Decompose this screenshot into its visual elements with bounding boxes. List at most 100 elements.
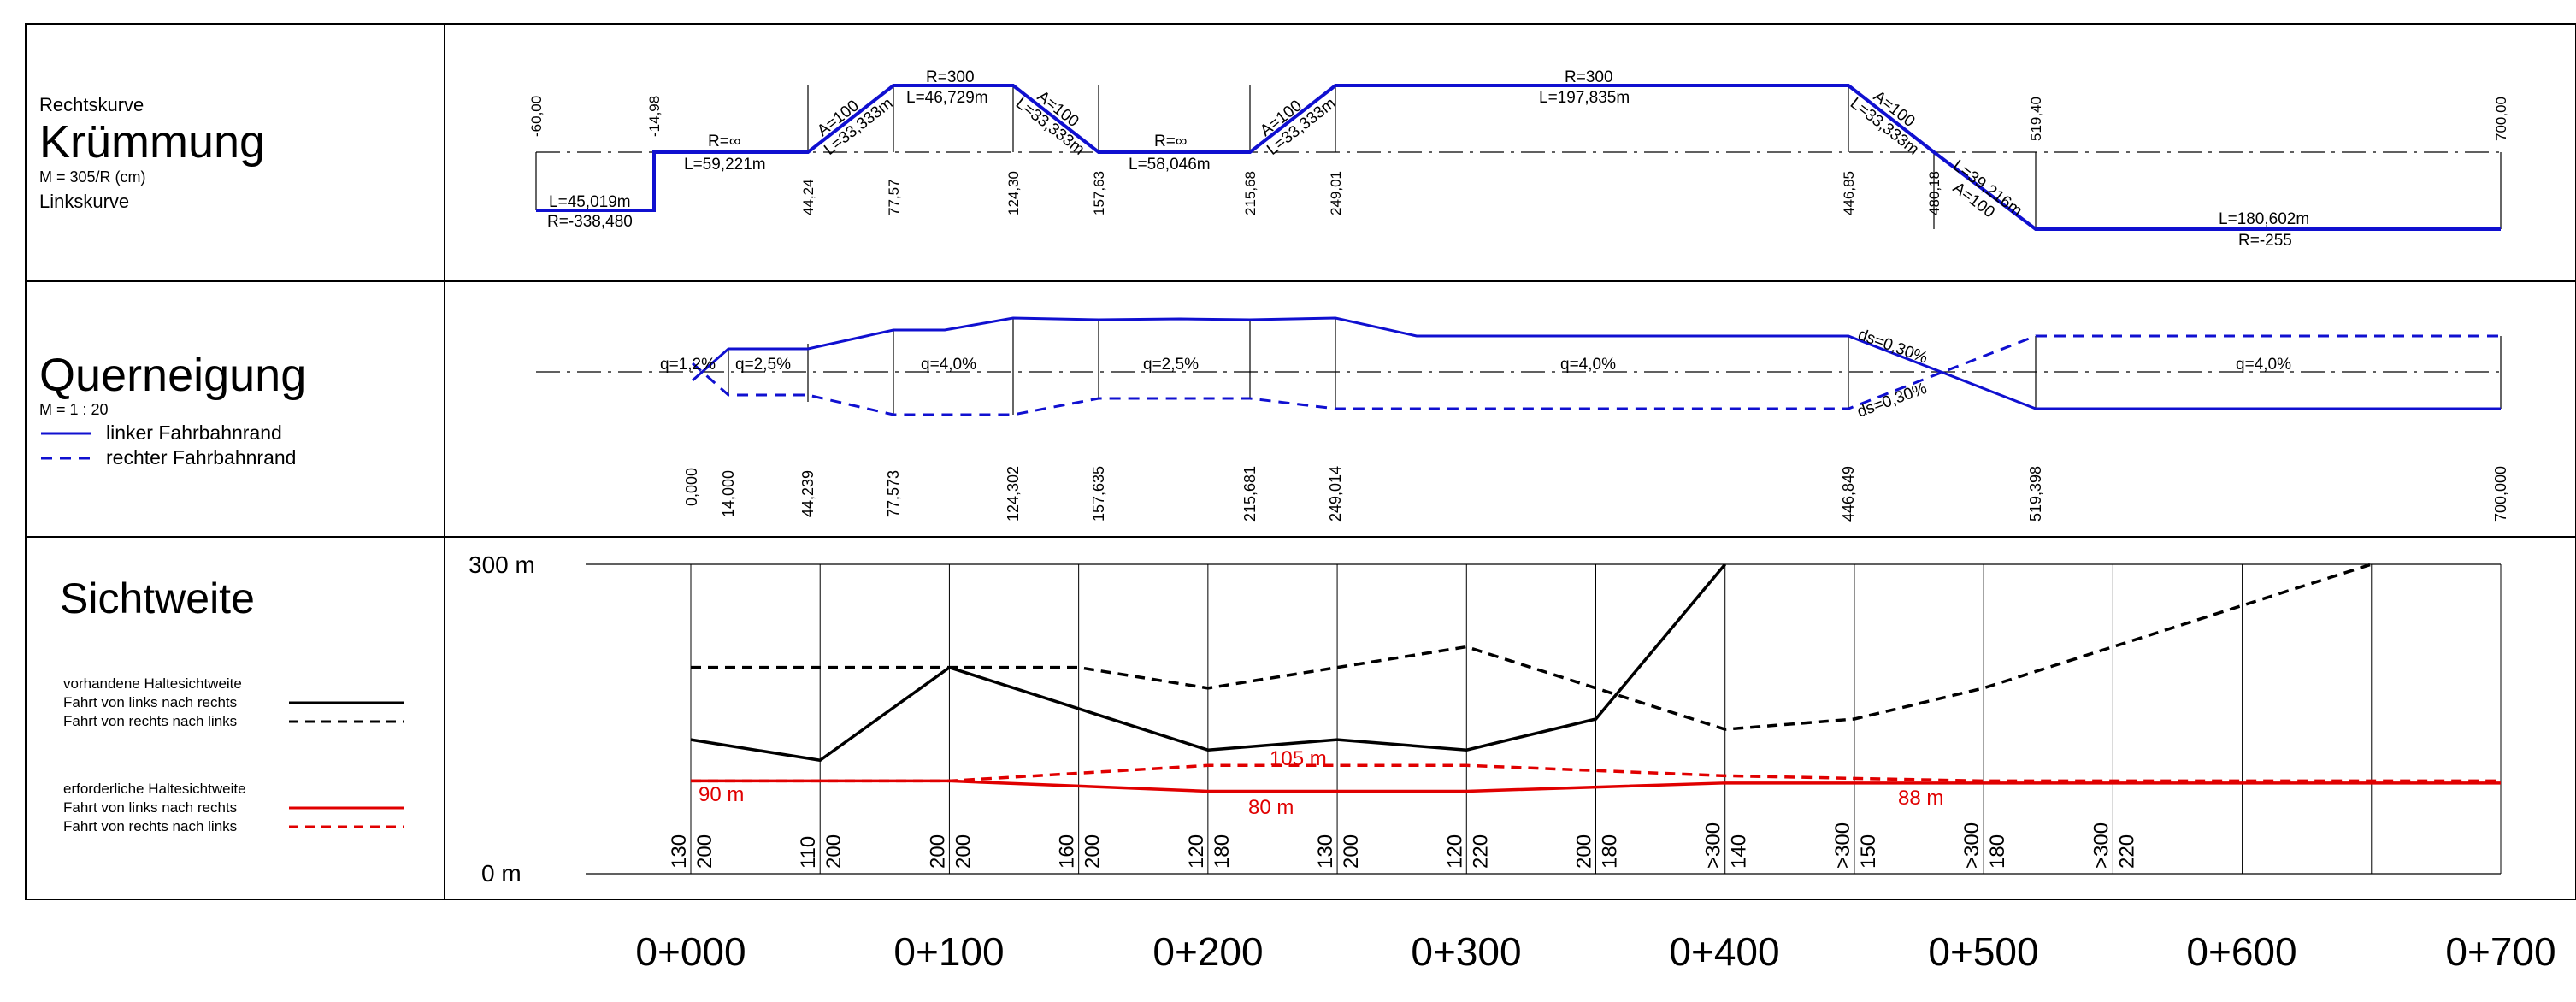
sight-distance-value: 220 <box>2115 834 2138 869</box>
element-radius: R=-338,480 <box>547 213 633 231</box>
sight-distance-value: 200 <box>1340 834 1363 869</box>
legend-linker-label: linker Fahrbahnrand <box>106 421 282 444</box>
sight-distance-value: 120 <box>1443 834 1466 869</box>
querneigung-label-block: Querneigung M = 1 : 20 linker Fahrbahnra… <box>39 350 306 469</box>
legend-heading-erforderliche: erforderliche Haltesichtweite <box>63 781 246 797</box>
querneigung-title: Querneigung <box>39 350 306 401</box>
sight-distance-value: 110 <box>797 836 820 869</box>
sight-distance-value: >300 <box>2090 822 2113 869</box>
element-radius: R=∞ <box>1154 133 1187 150</box>
sight-distance-value: >300 <box>1702 822 1725 869</box>
element-length: L=45,019m <box>549 193 631 211</box>
krummung-station-label: 700,00 <box>2493 97 2509 141</box>
element-radius: R=∞ <box>708 133 740 150</box>
sichtweite-chart: 300 m 0 m 130 200 110 200 200 200 160 200 120 180… <box>469 551 2502 887</box>
slope-label: ds=0,30% <box>1855 380 1930 421</box>
querneigung-station-label: 44,239 <box>799 470 816 517</box>
sight-distance-value: 150 <box>1857 834 1880 869</box>
station-label: 0+000 <box>635 929 746 974</box>
annotation-88m: 88 m <box>1898 787 1943 810</box>
querneigung-scale: M = 1 : 20 <box>39 401 109 418</box>
sichtweite-value-pairs: 130 200 110 200 200 200 160 200 120 180 130 200 120 2… <box>668 822 2138 869</box>
stationing-labels: 0+000 0+100 0+200 0+300 0+400 0+500 0+60… <box>635 929 2555 974</box>
sight-distance-value: 200 <box>1082 834 1105 869</box>
slope-label: q=4,0% <box>1560 356 1616 374</box>
krummung-station-label: 446,85 <box>1841 171 1857 215</box>
series-vorhanden-rtl-line <box>691 563 2373 731</box>
station-label: 0+400 <box>1669 929 1779 974</box>
sight-distance-value: 200 <box>693 834 716 869</box>
element-radius: R=300 <box>1565 68 1613 86</box>
legend-heading-vorhandene: vorhandene Haltesichtweite <box>63 675 242 692</box>
sight-distance-value: 140 <box>1728 834 1751 869</box>
sichtweite-grid <box>586 563 2502 875</box>
sichtweite-annotations: 90 m 105 m 80 m 88 m <box>699 747 1943 819</box>
annotation-90m: 90 m <box>699 783 744 806</box>
krummung-bottom-label: Linkskurve <box>39 191 129 212</box>
krummung-station-labels: -60,00 -14,98 44,24 77,57 124,30 157,63 … <box>528 96 2509 215</box>
station-label: 0+700 <box>2445 929 2555 974</box>
right-edge-dashed-line <box>692 334 2501 416</box>
krummung-label-block: Rechtskurve Krümmung M = 305/R (cm) Link… <box>39 94 265 212</box>
krummung-station-label: 157,63 <box>1091 171 1107 215</box>
series-vorhanden-ltr-line <box>690 563 1727 763</box>
querneigung-station-label: 157,635 <box>1090 466 1107 522</box>
element-length: L=180,602m <box>2219 210 2309 228</box>
slope-label: q=4,0% <box>921 356 976 374</box>
sight-distance-value: 200 <box>926 834 949 869</box>
drawing-frame <box>25 23 2576 900</box>
sight-distance-value: 220 <box>1469 834 1492 869</box>
sight-distance-value: 180 <box>1986 834 2009 869</box>
krummung-station-label: -60,00 <box>528 96 545 137</box>
annotation-105m: 105 m <box>1270 747 1327 770</box>
station-label: 0+300 <box>1411 929 1521 974</box>
element-length: L=197,835m <box>1539 89 1630 107</box>
slope-label: q=4,0% <box>2236 356 2291 374</box>
krummung-scale: M = 305/R (cm) <box>39 168 146 186</box>
krummung-curvature-line <box>536 84 2501 231</box>
legend-item-label: Fahrt von rechts nach links <box>63 713 237 729</box>
legend-item-label: Fahrt von links nach rechts <box>63 799 237 816</box>
element-radius: R=300 <box>926 68 975 86</box>
station-label: 0+500 <box>1928 929 2038 974</box>
querneigung-station-label: 519,398 <box>2027 466 2044 522</box>
slope-label: q=2,5% <box>735 356 791 374</box>
krummung-top-label: Rechtskurve <box>39 94 144 115</box>
sight-distance-value: 200 <box>952 834 975 869</box>
annotation-80m: 80 m <box>1248 796 1294 819</box>
krummung-station-label: 44,24 <box>800 179 816 215</box>
krummung-diagram: -60,00 -14,98 44,24 77,57 124,30 157,63 … <box>528 68 2509 250</box>
krummung-element-labels: L=45,019m R=-338,480 R=∞ L=59,221m A=100… <box>547 68 2309 250</box>
krummung-station-label: 249,01 <box>1328 171 1344 215</box>
station-label: 0+100 <box>893 929 1004 974</box>
krummung-station-label: 215,68 <box>1242 171 1259 215</box>
legend-rechter-label: rechter Fahrbahnrand <box>106 446 296 469</box>
querneigung-station-label: 14,000 <box>720 470 737 517</box>
element-length: L=59,221m <box>684 156 766 174</box>
krummung-station-label: 124,30 <box>1005 171 1022 215</box>
sight-distance-value: >300 <box>1831 822 1854 869</box>
element-length: L=58,046m <box>1129 156 1211 174</box>
sight-distance-value: 120 <box>1185 834 1208 869</box>
querneigung-station-label: 446,849 <box>1840 466 1857 522</box>
sight-distance-value: 130 <box>668 834 691 869</box>
krummung-title: Krümmung <box>39 116 265 168</box>
krummung-station-label: -14,98 <box>646 96 663 137</box>
sight-distance-value: 160 <box>1056 834 1079 869</box>
element-radius: R=-255 <box>2238 232 2292 250</box>
sight-distance-value: >300 <box>1960 822 1984 869</box>
sichtweite-title: Sichtweite <box>60 575 255 622</box>
sight-distance-value: 180 <box>1211 834 1234 869</box>
left-edge-solid-line <box>692 316 2501 410</box>
sight-distance-value: 200 <box>822 834 846 869</box>
sight-distance-value: 200 <box>1573 834 1596 869</box>
querneigung-diagram: q=1,2% q=2,5% q=4,0% q=2,5% q=4,0% ds=0,… <box>536 316 2509 522</box>
element-length: L=46,729m <box>906 89 988 107</box>
querneigung-station-ticks <box>728 318 2502 415</box>
querneigung-station-label: 249,014 <box>1327 466 1344 522</box>
querneigung-station-label: 77,573 <box>885 470 902 517</box>
sichtweite-series <box>690 563 2501 793</box>
series-erforderlich-rtl-line <box>691 763 2501 783</box>
slope-label: q=2,5% <box>1143 356 1199 374</box>
